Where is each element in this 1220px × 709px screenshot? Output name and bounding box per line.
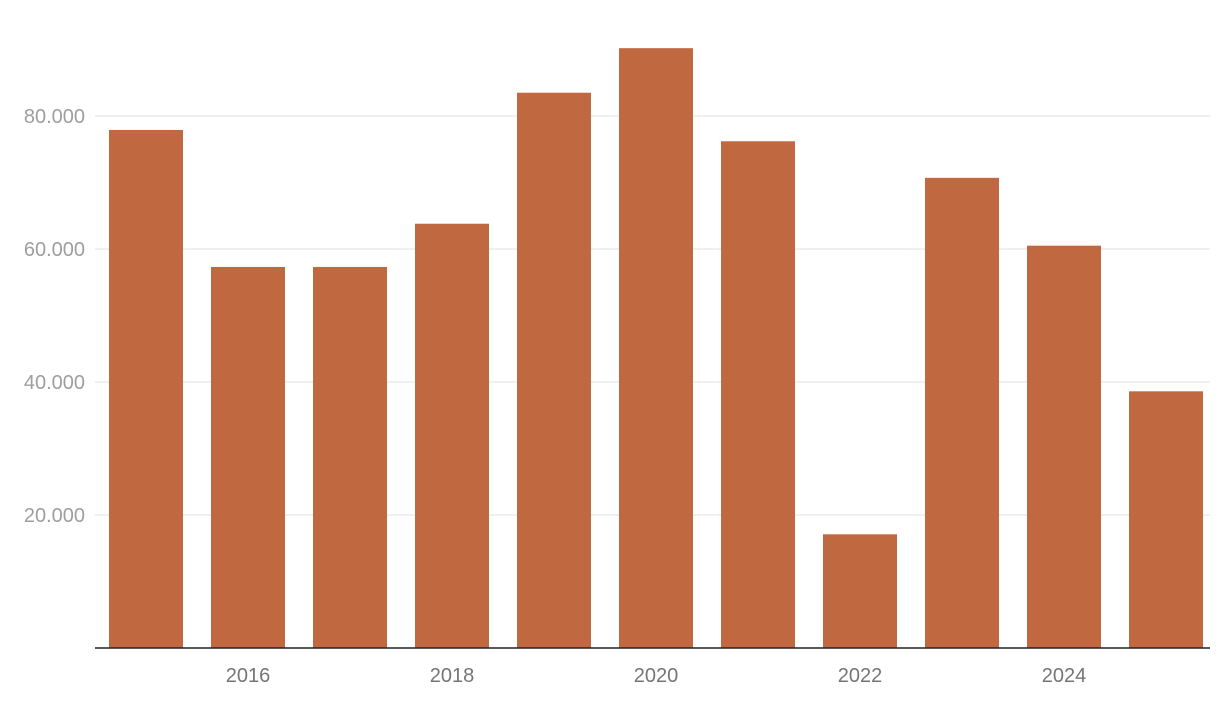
x-tick-label: 2018 <box>430 665 475 687</box>
bar-2021 <box>721 141 795 648</box>
bar-2015 <box>109 129 183 649</box>
y-tick-label: 20.000 <box>24 505 85 527</box>
x-tick-label: 2022 <box>838 665 883 687</box>
bar-2016 <box>211 266 285 648</box>
bar-2020 <box>619 48 693 649</box>
bar-2018 <box>415 223 489 649</box>
bar-2023 <box>925 177 999 648</box>
bar-2022 <box>823 534 897 648</box>
bar-2019 <box>517 92 591 649</box>
x-tick-label: 2020 <box>634 665 679 687</box>
y-tick-label: 40.000 <box>24 372 85 394</box>
bar-2024 <box>1027 245 1101 649</box>
bar-2017 <box>313 266 387 648</box>
bar-2025 <box>1129 391 1203 648</box>
x-tick-label: 2024 <box>1042 665 1087 687</box>
y-tick-label: 80.000 <box>24 106 85 128</box>
y-tick-label: 60.000 <box>24 239 85 261</box>
x-tick-label: 2016 <box>226 665 271 687</box>
